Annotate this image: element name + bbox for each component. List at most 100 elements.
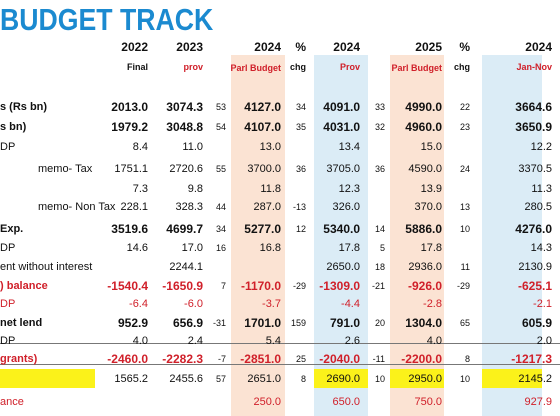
cell-p4: 11 — [460, 262, 470, 272]
cell-c2024b: 4107.0 — [244, 120, 281, 134]
cell-c2022: 8.4 — [132, 141, 148, 153]
cell-c2024p: 2.6 — [344, 335, 360, 347]
row-label: ance — [0, 396, 24, 408]
row-label: DP — [0, 242, 16, 254]
cell-c2024b: 2651.0 — [247, 373, 281, 385]
cell-c2024p: -4.4 — [341, 298, 360, 310]
cell-c2022: 952.9 — [117, 316, 148, 330]
cell-p1: 16 — [215, 243, 226, 253]
cell-c2023: -1650.9 — [162, 279, 203, 293]
cell-c2024b: 11.8 — [260, 183, 281, 195]
row-label: DP — [0, 298, 16, 310]
row-label: s bn) — [0, 121, 27, 133]
cell-c2022: 4.0 — [132, 335, 148, 347]
cell-c2023: -6.0 — [184, 298, 203, 310]
cell-c2024jn: 280.5 — [524, 201, 552, 213]
cell-c2024jn: 3650.9 — [515, 120, 552, 134]
cell-c2025: 750.0 — [414, 396, 442, 408]
cell-c2024b: 287.0 — [253, 201, 281, 213]
row-label: net lend — [0, 317, 43, 329]
cell-p2: 8 — [300, 374, 306, 384]
page-title: BUDGET TRACK — [0, 2, 214, 37]
cell-c2025: 1304.0 — [405, 316, 442, 330]
cell-c2023: 2244.1 — [169, 261, 203, 273]
cell-c2025: 2936.0 — [408, 261, 442, 273]
cell-p3: -21 — [371, 281, 385, 291]
row-label: DP — [0, 335, 16, 347]
highlight-cell — [390, 369, 444, 388]
cell-p3: 18 — [374, 262, 385, 272]
row-label: ent without interest — [0, 261, 93, 273]
cell-c2023: 2455.6 — [169, 373, 203, 385]
cell-c2025: 13.9 — [420, 183, 442, 195]
cell-c2023: 3074.3 — [166, 100, 203, 114]
highlight-cell — [0, 369, 95, 388]
cell-c2024jn: 2145.2 — [518, 373, 552, 385]
cell-c2023: 328.3 — [175, 201, 203, 213]
header-c2022: 2022 — [121, 40, 148, 54]
cell-c2024jn: -2.1 — [533, 298, 552, 310]
cell-c2024p: 12.3 — [338, 183, 360, 195]
cell-c2024p: 2650.0 — [326, 261, 360, 273]
header-sub-c2022: Final — [126, 62, 148, 72]
cell-c2022: 3519.6 — [111, 222, 148, 236]
cell-p1: 54 — [215, 122, 226, 132]
cell-c2023: 2.4 — [187, 335, 203, 347]
header-c2023: 2023 — [176, 40, 203, 54]
cell-c2024b: 5277.0 — [244, 222, 281, 236]
cell-p3: 14 — [374, 224, 385, 234]
header-pct1: % — [295, 40, 306, 54]
cell-c2022: -6.4 — [129, 298, 148, 310]
cell-c2022: 14.6 — [126, 242, 148, 254]
cell-c2024p: 2690.0 — [326, 373, 360, 385]
cell-p1: -7 — [217, 354, 226, 364]
cell-c2022: 1751.1 — [114, 163, 148, 175]
cell-c2024jn: 14.3 — [530, 242, 552, 254]
cell-c2025: 4960.0 — [405, 120, 442, 134]
cell-p4: 23 — [459, 122, 470, 132]
cell-c2024p: 650.0 — [332, 396, 360, 408]
cell-c2024p: -1309.0 — [319, 279, 360, 293]
cell-c2025: 4.0 — [426, 335, 442, 347]
prov-2024-column-band — [314, 55, 368, 416]
cell-c2024p: 5340.0 — [323, 222, 360, 236]
cell-p1: 34 — [215, 224, 226, 234]
cell-c2024b: 13.0 — [259, 141, 281, 153]
cell-c2022: -1540.4 — [107, 279, 148, 293]
cell-c2022: 228.1 — [120, 201, 148, 213]
cell-p2: 159 — [290, 318, 306, 328]
cell-c2025: 370.0 — [414, 201, 442, 213]
cell-c2025: 17.8 — [420, 242, 442, 254]
cell-c2024p: -2040.0 — [319, 352, 360, 366]
cell-c2023: 3048.8 — [166, 120, 203, 134]
header-c2024p: 2024 — [333, 40, 360, 54]
cell-c2024jn: 2130.9 — [518, 261, 552, 273]
cell-c2023: 17.0 — [181, 242, 203, 254]
cell-c2025: 2950.0 — [408, 373, 442, 385]
cell-p3: 20 — [374, 318, 385, 328]
cell-c2024b: 5.4 — [265, 335, 281, 347]
cell-c2024b: 1701.0 — [244, 316, 281, 330]
cell-c2024b: -2851.0 — [240, 352, 281, 366]
cell-p1: 53 — [215, 102, 226, 112]
header-c2025: 2025 — [415, 40, 442, 54]
cell-c2022: 1565.2 — [114, 373, 148, 385]
cell-c2024p: 326.0 — [332, 201, 360, 213]
row-label: ) balance — [0, 280, 48, 292]
cell-p4: 22 — [459, 102, 470, 112]
cell-p3: 5 — [379, 243, 385, 253]
cell-c2023: 2720.6 — [169, 163, 203, 175]
cell-c2025: 5886.0 — [405, 222, 442, 236]
cell-p4: 10 — [459, 224, 470, 234]
cell-c2022: 1979.2 — [111, 120, 148, 134]
row-label: s (Rs bn) — [0, 101, 48, 113]
cell-c2023: 656.9 — [172, 316, 203, 330]
row-label: Exp. — [0, 223, 24, 235]
cell-p4: -29 — [456, 281, 470, 291]
separator-line — [0, 364, 560, 365]
cell-c2025: 15.0 — [420, 141, 442, 153]
budget-2024-column-band — [231, 55, 285, 416]
cell-c2024b: -1170.0 — [240, 279, 281, 293]
cell-c2024jn: -1217.3 — [511, 352, 552, 366]
cell-p2: 36 — [295, 164, 306, 174]
